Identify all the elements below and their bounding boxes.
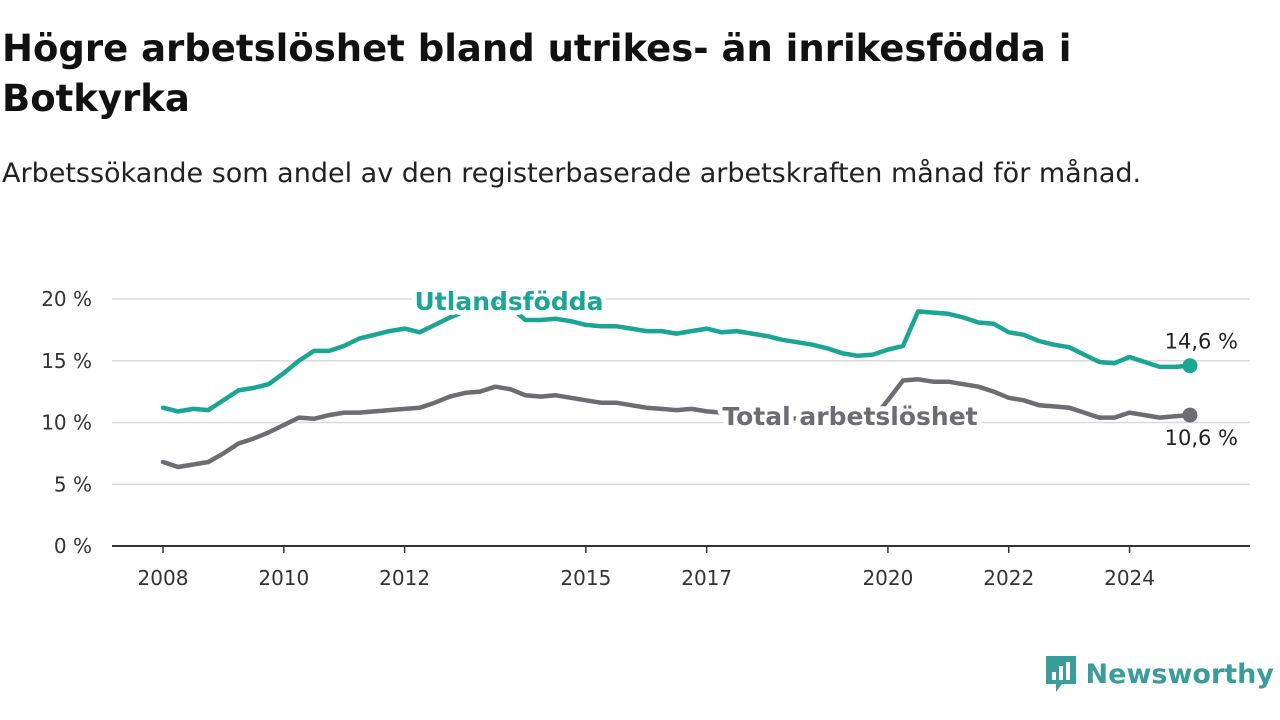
x-tick-label: 2010 — [258, 566, 309, 590]
y-tick-label: 15 % — [41, 349, 92, 373]
brand-name: Newsworthy — [1085, 658, 1274, 690]
x-tick-label: 2017 — [681, 566, 732, 590]
newsworthy-brand: Newsworthy — [1044, 654, 1274, 694]
x-tick-label: 2015 — [560, 566, 611, 590]
series-end-point — [1182, 407, 1198, 423]
series-labels: 14,6 %10,6 %UtlandsföddaUtlandsföddaTota… — [410, 282, 1238, 450]
chart-title: Högre arbetslöshet bland utrikes- än inr… — [2, 27, 1072, 120]
y-tick-label: 20 % — [41, 287, 92, 311]
x-tick-label: 2024 — [1104, 566, 1155, 590]
gridlines — [112, 298, 1250, 485]
series-end-value-label: 14,6 % — [1165, 330, 1238, 354]
series-name-label: Utlandsfödda — [415, 287, 604, 316]
series-name-label-halo: Total arbetslöshet — [722, 402, 977, 431]
x-tick-label: 2012 — [379, 566, 430, 590]
x-tick-label: 2020 — [862, 566, 913, 590]
series-line — [160, 377, 1193, 470]
x-tick-label: 2008 — [138, 566, 189, 590]
x-axis: 2008 2010 2012 2015 2017 2020 2022 2024 — [138, 546, 1155, 590]
series-end-point — [1182, 358, 1198, 374]
y-tick-label: 0 % — [54, 534, 92, 558]
y-tick-label: 5 % — [54, 472, 92, 496]
y-tick-label: 10 % — [41, 411, 92, 435]
y-axis: 0 % 5 % 10 % 15 % 20 % — [41, 287, 92, 558]
series-name-label-halo: Utlandsfödda — [415, 287, 604, 316]
series-lines — [160, 301, 1198, 470]
chart-subtitle: Arbetssökande som andel av den registerb… — [2, 158, 1142, 189]
series-line — [160, 301, 1193, 414]
newsworthy-logo-icon — [1045, 656, 1076, 692]
x-tick-label: 2022 — [983, 566, 1034, 590]
series-name-label: Total arbetslöshet — [722, 402, 977, 431]
series-end-value-label: 10,6 % — [1165, 426, 1238, 450]
